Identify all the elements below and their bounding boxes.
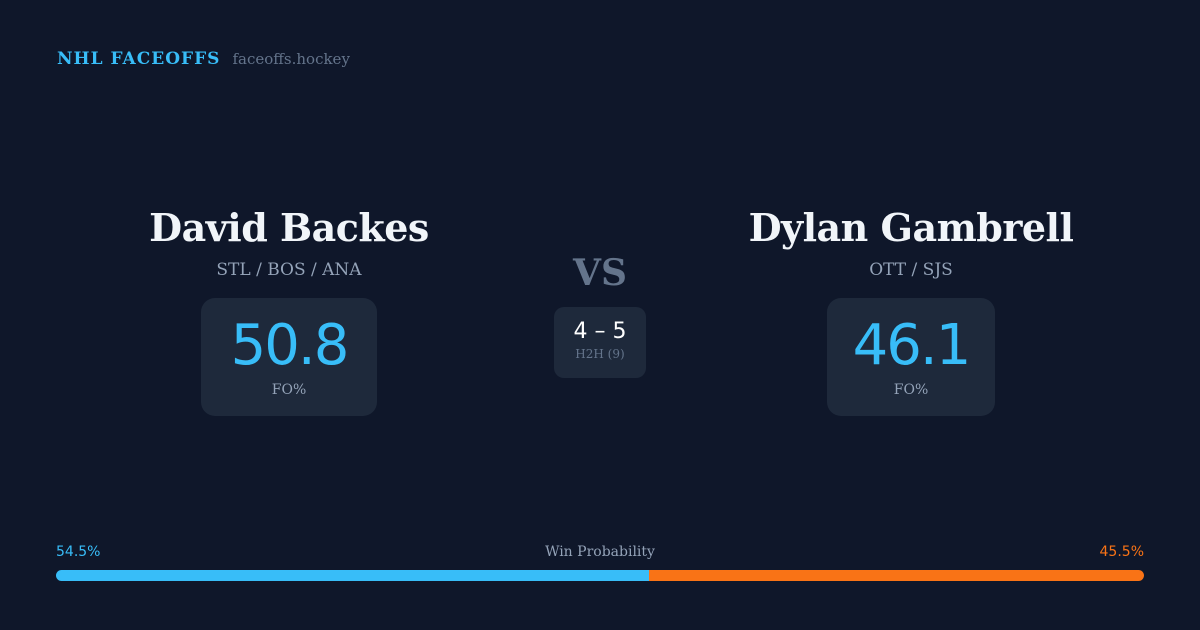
win-prob-bar-right (648, 570, 1144, 581)
player-right-fo-card: 46.1 FO% (827, 298, 995, 416)
player-right-teams: OTT / SJS (869, 260, 953, 280)
brand-header: NHL FACEOFFS faceoffs.hockey (57, 49, 350, 69)
h2h-score: 4 – 5 (573, 319, 627, 344)
win-prob-left: 54.5% (56, 544, 101, 560)
player-right: Dylan Gambrell OTT / SJS 46.1 FO% (701, 205, 1121, 416)
h2h-card: 4 – 5 H2H (9) (554, 307, 646, 378)
win-probability-bar (56, 570, 1144, 581)
player-left-name: David Backes (149, 205, 429, 250)
player-right-fo-value: 46.1 (852, 313, 972, 378)
brand-title: NHL FACEOFFS (57, 49, 221, 69)
player-left-fo-label: FO% (271, 382, 307, 398)
player-left-teams: STL / BOS / ANA (216, 260, 362, 280)
h2h-label: H2H (9) (575, 347, 625, 361)
brand-site: faceoffs.hockey (232, 50, 350, 68)
player-right-name: Dylan Gambrell (748, 205, 1074, 250)
player-right-fo-label: FO% (893, 382, 929, 398)
player-left: David Backes STL / BOS / ANA 50.8 FO% (79, 205, 499, 416)
player-left-fo-value: 50.8 (230, 313, 350, 378)
win-prob-right: 45.5% (1099, 544, 1144, 560)
win-prob-label: Win Probability (545, 544, 655, 560)
win-prob-bar-left (56, 570, 649, 581)
player-left-fo-card: 50.8 FO% (201, 298, 377, 416)
vs-label: VS (573, 252, 627, 294)
